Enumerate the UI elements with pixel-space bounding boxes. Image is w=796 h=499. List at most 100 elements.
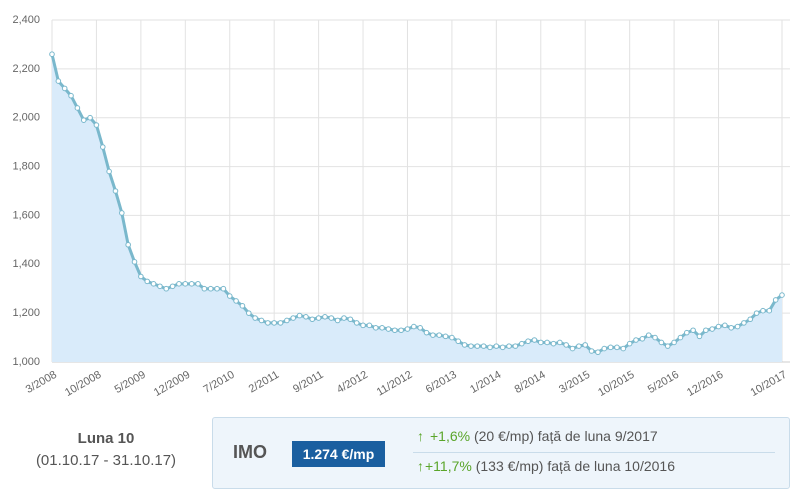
x-tick-label: 7/2010 bbox=[202, 369, 237, 396]
x-tick-label: 12/2016 bbox=[685, 369, 725, 399]
point bbox=[563, 342, 569, 348]
point bbox=[303, 314, 309, 320]
point bbox=[588, 348, 595, 354]
point bbox=[55, 78, 62, 84]
point bbox=[163, 285, 170, 292]
point bbox=[220, 285, 227, 292]
x-tick-label: 10/2008 bbox=[63, 369, 103, 399]
point bbox=[411, 323, 417, 330]
point bbox=[176, 281, 182, 287]
point bbox=[436, 332, 443, 338]
point bbox=[144, 278, 151, 285]
area bbox=[52, 54, 782, 362]
point bbox=[696, 333, 703, 340]
point bbox=[582, 342, 589, 348]
point bbox=[258, 317, 265, 324]
point bbox=[347, 316, 354, 323]
point bbox=[474, 343, 481, 349]
y-tick-label: 2,200 bbox=[12, 63, 40, 75]
point bbox=[449, 334, 455, 341]
change-row: ↑ +1,6% (20 €/mp) față de luna 9/2017 bbox=[417, 428, 777, 444]
point bbox=[112, 188, 119, 194]
point bbox=[664, 343, 671, 349]
point bbox=[404, 326, 411, 332]
point bbox=[322, 314, 328, 320]
point bbox=[468, 343, 474, 349]
point bbox=[455, 338, 462, 345]
point bbox=[239, 303, 246, 309]
change-text: (133 €/mp) față de luna 10/2016 bbox=[475, 458, 675, 474]
point bbox=[614, 344, 620, 351]
point bbox=[277, 320, 284, 326]
point bbox=[512, 343, 519, 349]
x-tick-label: 3/2008 bbox=[24, 369, 59, 396]
point bbox=[284, 317, 290, 324]
point bbox=[683, 329, 690, 336]
point bbox=[214, 285, 220, 292]
point bbox=[131, 259, 138, 265]
point bbox=[430, 332, 436, 338]
point bbox=[766, 307, 773, 314]
x-tick-label: 6/2013 bbox=[424, 369, 459, 396]
point bbox=[645, 332, 652, 338]
point bbox=[518, 340, 525, 347]
point bbox=[150, 281, 157, 287]
x-tick-label: 5/2016 bbox=[646, 369, 681, 396]
x-tick-label: 10/2017 bbox=[749, 369, 789, 399]
x-tick-label: 9/2011 bbox=[291, 369, 325, 396]
x-tick-label: 11/2012 bbox=[375, 369, 415, 399]
point bbox=[366, 322, 373, 329]
point bbox=[265, 320, 271, 326]
point bbox=[487, 344, 493, 351]
point bbox=[652, 334, 658, 341]
point bbox=[550, 340, 557, 347]
change-row: ↑+11,7% (133 €/mp) față de luna 10/2016 bbox=[417, 458, 777, 474]
point bbox=[315, 315, 322, 321]
period-title: Luna 10 bbox=[77, 430, 135, 447]
point bbox=[328, 315, 335, 321]
x-tick-label: 3/2015 bbox=[557, 369, 592, 396]
period: Luna 10 (01.10.17 - 31.10.17) bbox=[0, 428, 212, 472]
point bbox=[779, 292, 785, 298]
point bbox=[690, 327, 696, 334]
point bbox=[734, 323, 741, 330]
point bbox=[709, 326, 715, 332]
point bbox=[188, 281, 195, 287]
point bbox=[87, 114, 93, 121]
point bbox=[531, 337, 538, 343]
point bbox=[760, 307, 766, 314]
chart: 1,000 1,200 1,400 1,600 1,800 2,000 2,200 2,400… bbox=[12, 14, 790, 399]
point bbox=[182, 281, 189, 287]
point bbox=[252, 315, 258, 321]
point bbox=[722, 322, 728, 329]
point bbox=[537, 339, 544, 346]
x-tick-label: 4/2012 bbox=[335, 369, 370, 396]
point bbox=[201, 285, 208, 292]
arrow-up: ↑ bbox=[417, 458, 424, 474]
point bbox=[639, 335, 646, 342]
point bbox=[772, 297, 779, 303]
point bbox=[379, 325, 385, 331]
index-name: IMO bbox=[233, 442, 267, 462]
point bbox=[506, 343, 512, 349]
x-tick-label: 8/2014 bbox=[513, 369, 548, 396]
point bbox=[68, 92, 74, 99]
x-tick-label: 5/2009 bbox=[113, 369, 148, 396]
point bbox=[442, 333, 449, 340]
arrow-up: ↑ bbox=[417, 428, 424, 444]
point bbox=[125, 241, 131, 248]
period-range: (01.10.17 - 31.10.17) bbox=[35, 452, 177, 469]
point bbox=[525, 338, 531, 345]
point bbox=[80, 117, 87, 123]
x-tick-label: 1/2014 bbox=[468, 369, 503, 396]
point bbox=[544, 339, 550, 346]
point bbox=[99, 144, 106, 150]
point bbox=[633, 337, 639, 343]
point bbox=[753, 310, 760, 316]
point bbox=[417, 325, 423, 331]
point bbox=[607, 344, 614, 351]
point bbox=[703, 327, 709, 334]
x-tick-label: 2/2011 bbox=[247, 369, 281, 396]
y-tick-label: 1,000 bbox=[12, 356, 40, 368]
